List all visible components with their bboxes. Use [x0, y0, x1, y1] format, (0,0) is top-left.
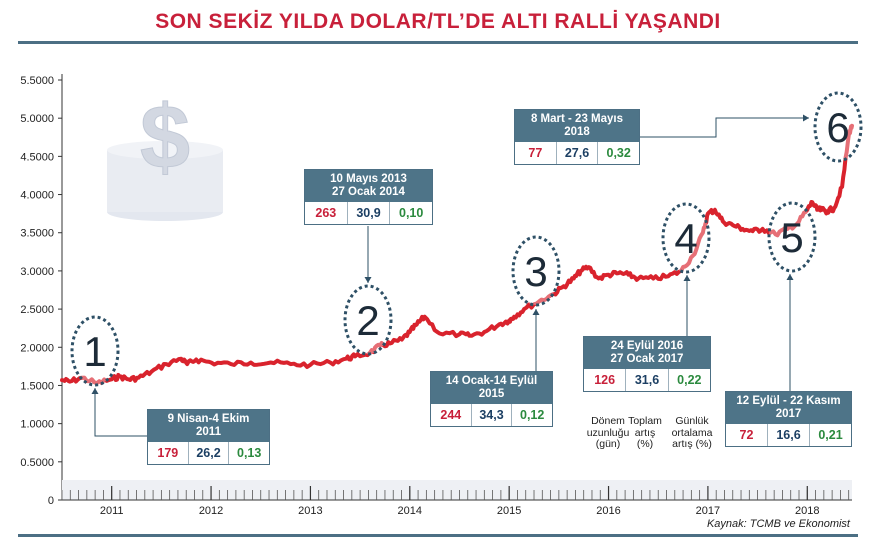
- rally-marker-2: 2: [343, 284, 393, 356]
- y-axis: 0 0.5000 1.0000 1.5000 2.0000 2.5000 3.0000 3.5…: [20, 74, 63, 507]
- rally-marker-6: 6: [813, 91, 863, 163]
- x-tick-label: 2012: [199, 505, 223, 517]
- rally-marker-5: 5: [767, 201, 817, 273]
- x-tick-label: 2015: [497, 505, 521, 517]
- y-tick-label: 5.5000: [20, 75, 54, 87]
- y-tick-label: 2.5000: [20, 304, 54, 316]
- rally-5-total: 16,6: [768, 424, 810, 446]
- rally-marker-ring: [343, 284, 393, 356]
- rally-6-daily: 0,32: [606, 146, 631, 160]
- x-tick-label: 2014: [398, 505, 422, 517]
- x-tick-label: 2013: [298, 505, 322, 517]
- y-tick-label: 4.5000: [20, 151, 54, 163]
- rally-3-period: 14 Ocak-14 Eylül 2015: [431, 372, 552, 404]
- rally-marker-ring: [70, 315, 120, 387]
- x-axis-band: [62, 480, 852, 500]
- rally-box-2: 10 Mayıs 2013 27 Ocak 2014 263 30,9 0,10: [304, 169, 433, 225]
- rally-3-daily: 0,12: [520, 408, 545, 422]
- usd-try-line: [60, 123, 854, 386]
- rally-5-daily: 0,21: [818, 428, 843, 442]
- rally-marker-number: 6: [826, 104, 849, 151]
- rally-4-days: 126: [584, 369, 627, 391]
- title-rule-top: [18, 41, 858, 44]
- rally-1-daily: 0,13: [237, 446, 262, 460]
- rally-box-1: 9 Nisan-4 Ekim 2011 179 26,2 0,13: [147, 409, 270, 465]
- x-tick-label: 2018: [795, 505, 819, 517]
- x-tick-label: 2016: [596, 505, 620, 517]
- y-tick-label: 0.5000: [20, 457, 54, 469]
- rally-1-period: 9 Nisan-4 Ekim 2011: [148, 410, 269, 442]
- y-tick-label: 1.0000: [20, 419, 54, 431]
- y-tick-label: 2.0000: [20, 342, 54, 354]
- rally-marker-number: 1: [83, 328, 106, 375]
- bottom-rule: [18, 534, 858, 537]
- x-tick-label: 2017: [696, 505, 720, 517]
- legend-daily: Günlük ortalama artış (%): [671, 415, 713, 450]
- rally-1-total: 26,2: [189, 442, 230, 464]
- y-tick-label: 1.5000: [20, 380, 54, 392]
- rally-box-3: 14 Ocak-14 Eylül 2015 244 34,3 0,12: [430, 371, 553, 427]
- rally-marker-ring: [511, 235, 561, 307]
- rally-1-days: 179: [148, 442, 189, 464]
- rally-6-period: 8 Mart - 23 Mayıs 2018: [515, 110, 639, 142]
- rally-markers: 1 2 3 4 5 6: [70, 91, 863, 387]
- rally-4-period: 24 Eylül 2016 27 Ocak 2017: [584, 337, 710, 369]
- rally-box-4: 24 Eylül 2016 27 Ocak 2017 126 31,6 0,22: [583, 336, 711, 392]
- connector-arrow: [91, 388, 99, 394]
- rally-4-total: 31,6: [626, 369, 669, 391]
- rally-marker-4: 4: [661, 202, 711, 274]
- connector-arrow: [364, 277, 372, 283]
- rally-4-daily: 0,22: [677, 373, 702, 387]
- rally-marker-ring: [661, 202, 711, 274]
- rally-2-days: 263: [305, 202, 348, 224]
- connector-line: [94, 388, 147, 437]
- rally-6-total: 27,6: [557, 142, 599, 164]
- y-tick-label: 3.5000: [20, 228, 54, 240]
- rally-marker-1: 1: [70, 315, 120, 387]
- x-axis: 2011 2012 2013 2014 2015 2016 2017 2018: [61, 480, 852, 517]
- y-tick-label: 5.0000: [20, 113, 54, 125]
- rally-5-days: 72: [726, 424, 768, 446]
- y-tick-label: 3.0000: [20, 266, 54, 278]
- source-note: Kaynak: TCMB ve Ekonomist: [706, 518, 850, 530]
- rally-3-total: 34,3: [472, 404, 513, 426]
- connector-arrow: [532, 309, 540, 315]
- legend-duration: Dönem uzunluğu (gün): [586, 415, 630, 450]
- x-tick-label: 2011: [100, 505, 124, 517]
- y-tick-label: 4.0000: [20, 190, 54, 202]
- rally-box-5: 12 Eylül - 22 Kasım 2017 72 16,6 0,21: [725, 391, 852, 447]
- connector-line: [638, 117, 809, 138]
- rally-marker-3: 3: [511, 235, 561, 307]
- rally-marker-ring: [813, 91, 863, 163]
- connector-arrow: [683, 275, 691, 281]
- rally-marker-ring: [767, 201, 817, 273]
- rally-2-period: 10 Mayıs 2013 27 Ocak 2014: [305, 170, 432, 202]
- connector-arrow: [786, 274, 794, 280]
- rally-marker-number: 4: [674, 215, 697, 262]
- rally-2-daily: 0,10: [399, 206, 424, 220]
- rally-6-days: 77: [515, 142, 557, 164]
- rally-box-6: 8 Mart - 23 Mayıs 2018 77 27,6 0,32: [514, 109, 640, 165]
- svg-text:$: $: [140, 88, 190, 188]
- rally-3-days: 244: [431, 404, 472, 426]
- rally-marker-number: 5: [780, 214, 803, 261]
- y-tick-label: 0: [48, 495, 54, 507]
- connector-arrow: [803, 114, 809, 122]
- legend-total: Toplam artış (%): [628, 415, 662, 450]
- rally-marker-number: 3: [524, 248, 547, 295]
- chart-title: SON SEKİZ YILDA DOLAR/TL’DE ALTI RALLİ Y…: [155, 10, 721, 33]
- connectors: [91, 114, 809, 437]
- rally-2-total: 30,9: [348, 202, 391, 224]
- rally-5-period: 12 Eylül - 22 Kasım 2017: [726, 392, 851, 424]
- dollar-icon: $: [107, 88, 223, 221]
- rally-marker-number: 2: [356, 297, 379, 344]
